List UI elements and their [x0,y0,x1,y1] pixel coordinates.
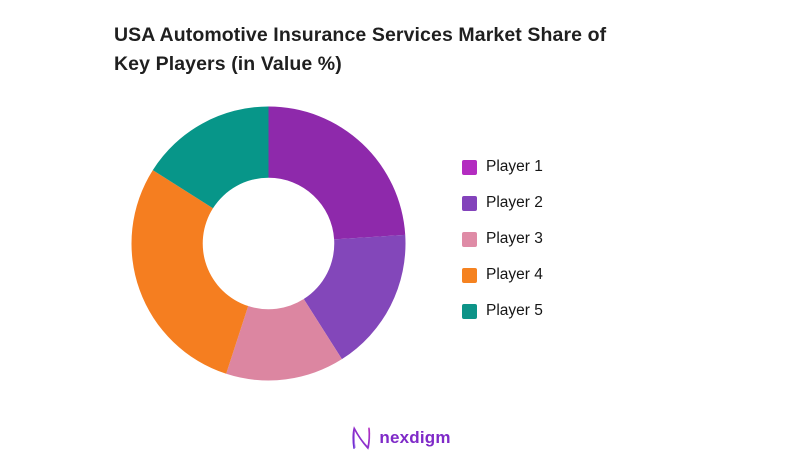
legend-item-player-1[interactable]: Player 1 [462,158,543,175]
donut-chart-svg [131,106,406,381]
nexdigm-n-icon [352,426,371,450]
legend-swatch-player-5 [462,303,477,319]
pie-slice-player-4[interactable] [131,170,249,374]
brand-text: nexdigm [379,428,451,447]
legend-swatch-player-1 [462,159,477,175]
legend-label: Player 2 [486,194,543,211]
pie-slice-player-1[interactable] [268,106,406,240]
legend-item-player-4[interactable]: Player 4 [462,266,543,283]
pie-slice-player-3[interactable] [226,299,342,381]
legend-item-player-3[interactable]: Player 3 [462,230,543,247]
legend-label: Player 1 [486,158,543,175]
chart-title-line2: Key Players (in Value %) [114,53,342,75]
donut-chart [131,106,406,381]
legend-label: Player 4 [486,266,543,283]
chart-legend: Player 1 Player 2 Player 3 Player 4 Play… [462,158,543,319]
legend-item-player-5[interactable]: Player 5 [462,302,543,319]
legend-item-player-2[interactable]: Player 2 [462,194,543,211]
legend-label: Player 5 [486,302,543,319]
legend-swatch-player-2 [462,195,477,211]
chart-title-line1: USA Automotive Insurance Services Market… [114,24,607,46]
legend-swatch-player-4 [462,267,477,283]
legend-swatch-player-3 [462,231,477,247]
legend-label: Player 3 [486,230,543,247]
chart-title: USA Automotive Insurance Services Market… [114,21,694,79]
pie-slice-player-5[interactable] [152,106,269,209]
nexdigm-logo: nexdigm [349,424,451,452]
pie-slice-player-2[interactable] [303,234,406,360]
